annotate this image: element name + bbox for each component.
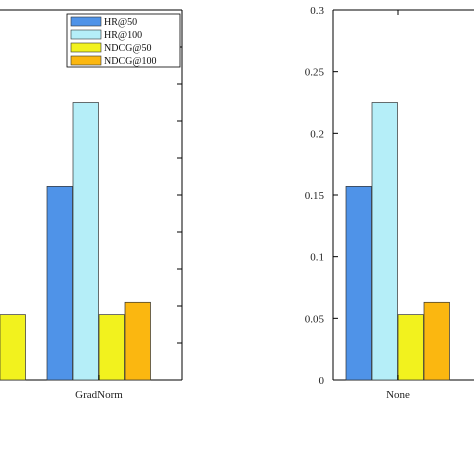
right-bars [345, 102, 450, 381]
right-ticks: 0 0.05 0.1 0.15 0.2 0.25 0.3 [305, 5, 399, 387]
legend-label-hr100: HR@100 [104, 30, 142, 41]
right-ytick-label: 0.05 [305, 313, 325, 325]
legend-label-ndcg50: NDCG@50 [104, 43, 152, 54]
right-ytick-label: 0 [319, 375, 325, 387]
legend-swatch-hr50 [70, 16, 102, 27]
left-category-label-gradnorm: GradNorm [75, 389, 123, 401]
left-panel: GradNorm [0, 9, 183, 401]
right-bar-hr-100 [371, 102, 398, 381]
left-bars [0, 102, 151, 381]
legend-label-hr50: HR@50 [104, 17, 137, 28]
right-category-label-none: None [386, 389, 410, 401]
left-bar-ndcg-50-0 [0, 314, 26, 381]
right-bar-hr-50 [345, 186, 372, 381]
right-bar-ndcg-100 [423, 301, 450, 381]
legend-swatch-hr100 [70, 29, 102, 40]
right-ytick-label: 0.25 [305, 67, 325, 79]
legend-swatch-ndcg50 [70, 42, 102, 53]
legend-label-ndcg100: NDCG@100 [104, 56, 157, 67]
right-ytick-label: 0.1 [310, 252, 324, 264]
right-ytick-label: 0.15 [305, 190, 325, 202]
legend-swatch-ndcg100 [70, 55, 102, 66]
right-bar-ndcg-50 [397, 314, 424, 381]
right-panel: 0 0.05 0.1 0.15 0.2 0.25 0.3 None [305, 5, 474, 401]
legend: HR@50 HR@100 NDCG@50 NDCG@100 [66, 13, 181, 68]
left-bar-hr-50-1 [46, 186, 73, 381]
right-ytick-label: 0.2 [310, 128, 324, 140]
right-ytick-label: 0.3 [310, 5, 324, 17]
left-bar-ndcg-100-1 [124, 301, 151, 381]
left-bar-hr-100-1 [72, 102, 99, 381]
left-bar-ndcg-50-1 [98, 314, 125, 381]
